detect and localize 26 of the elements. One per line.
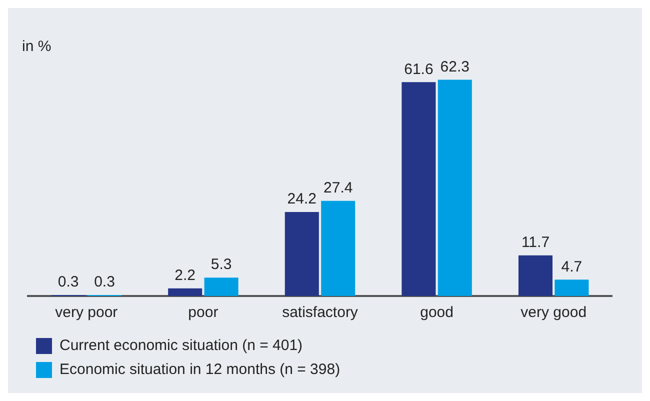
x-tick-label: very good [520, 304, 587, 322]
data-label: 24.2 [287, 190, 316, 208]
bar [554, 280, 589, 296]
x-tick-label: satisfactory [282, 304, 358, 322]
data-label: 27.4 [324, 180, 353, 197]
data-label: 0.3 [58, 274, 79, 291]
legend-label: Current economic situation (n = 401) [60, 337, 303, 354]
data-label: 61.6 [404, 60, 434, 78]
legend-label: Economic situation in 12 months (n = 398) [60, 361, 340, 378]
y-axis-title: in % [22, 38, 52, 55]
bar [438, 80, 472, 296]
data-label: 2.2 [174, 267, 196, 284]
bar [321, 200, 356, 296]
bar [168, 288, 202, 296]
data-label: 11.7 [521, 234, 550, 252]
bar [518, 255, 553, 296]
bar [402, 82, 436, 296]
x-tick-label: very poor [55, 304, 118, 322]
x-tick-label: poor [188, 304, 218, 322]
bar [284, 212, 319, 296]
data-label: 0.3 [94, 274, 115, 291]
bar [204, 278, 238, 296]
data-label: 4.7 [561, 258, 582, 276]
data-label: 62.3 [440, 58, 470, 76]
x-tick-label: good [420, 304, 454, 322]
data-label: 5.3 [210, 256, 232, 274]
